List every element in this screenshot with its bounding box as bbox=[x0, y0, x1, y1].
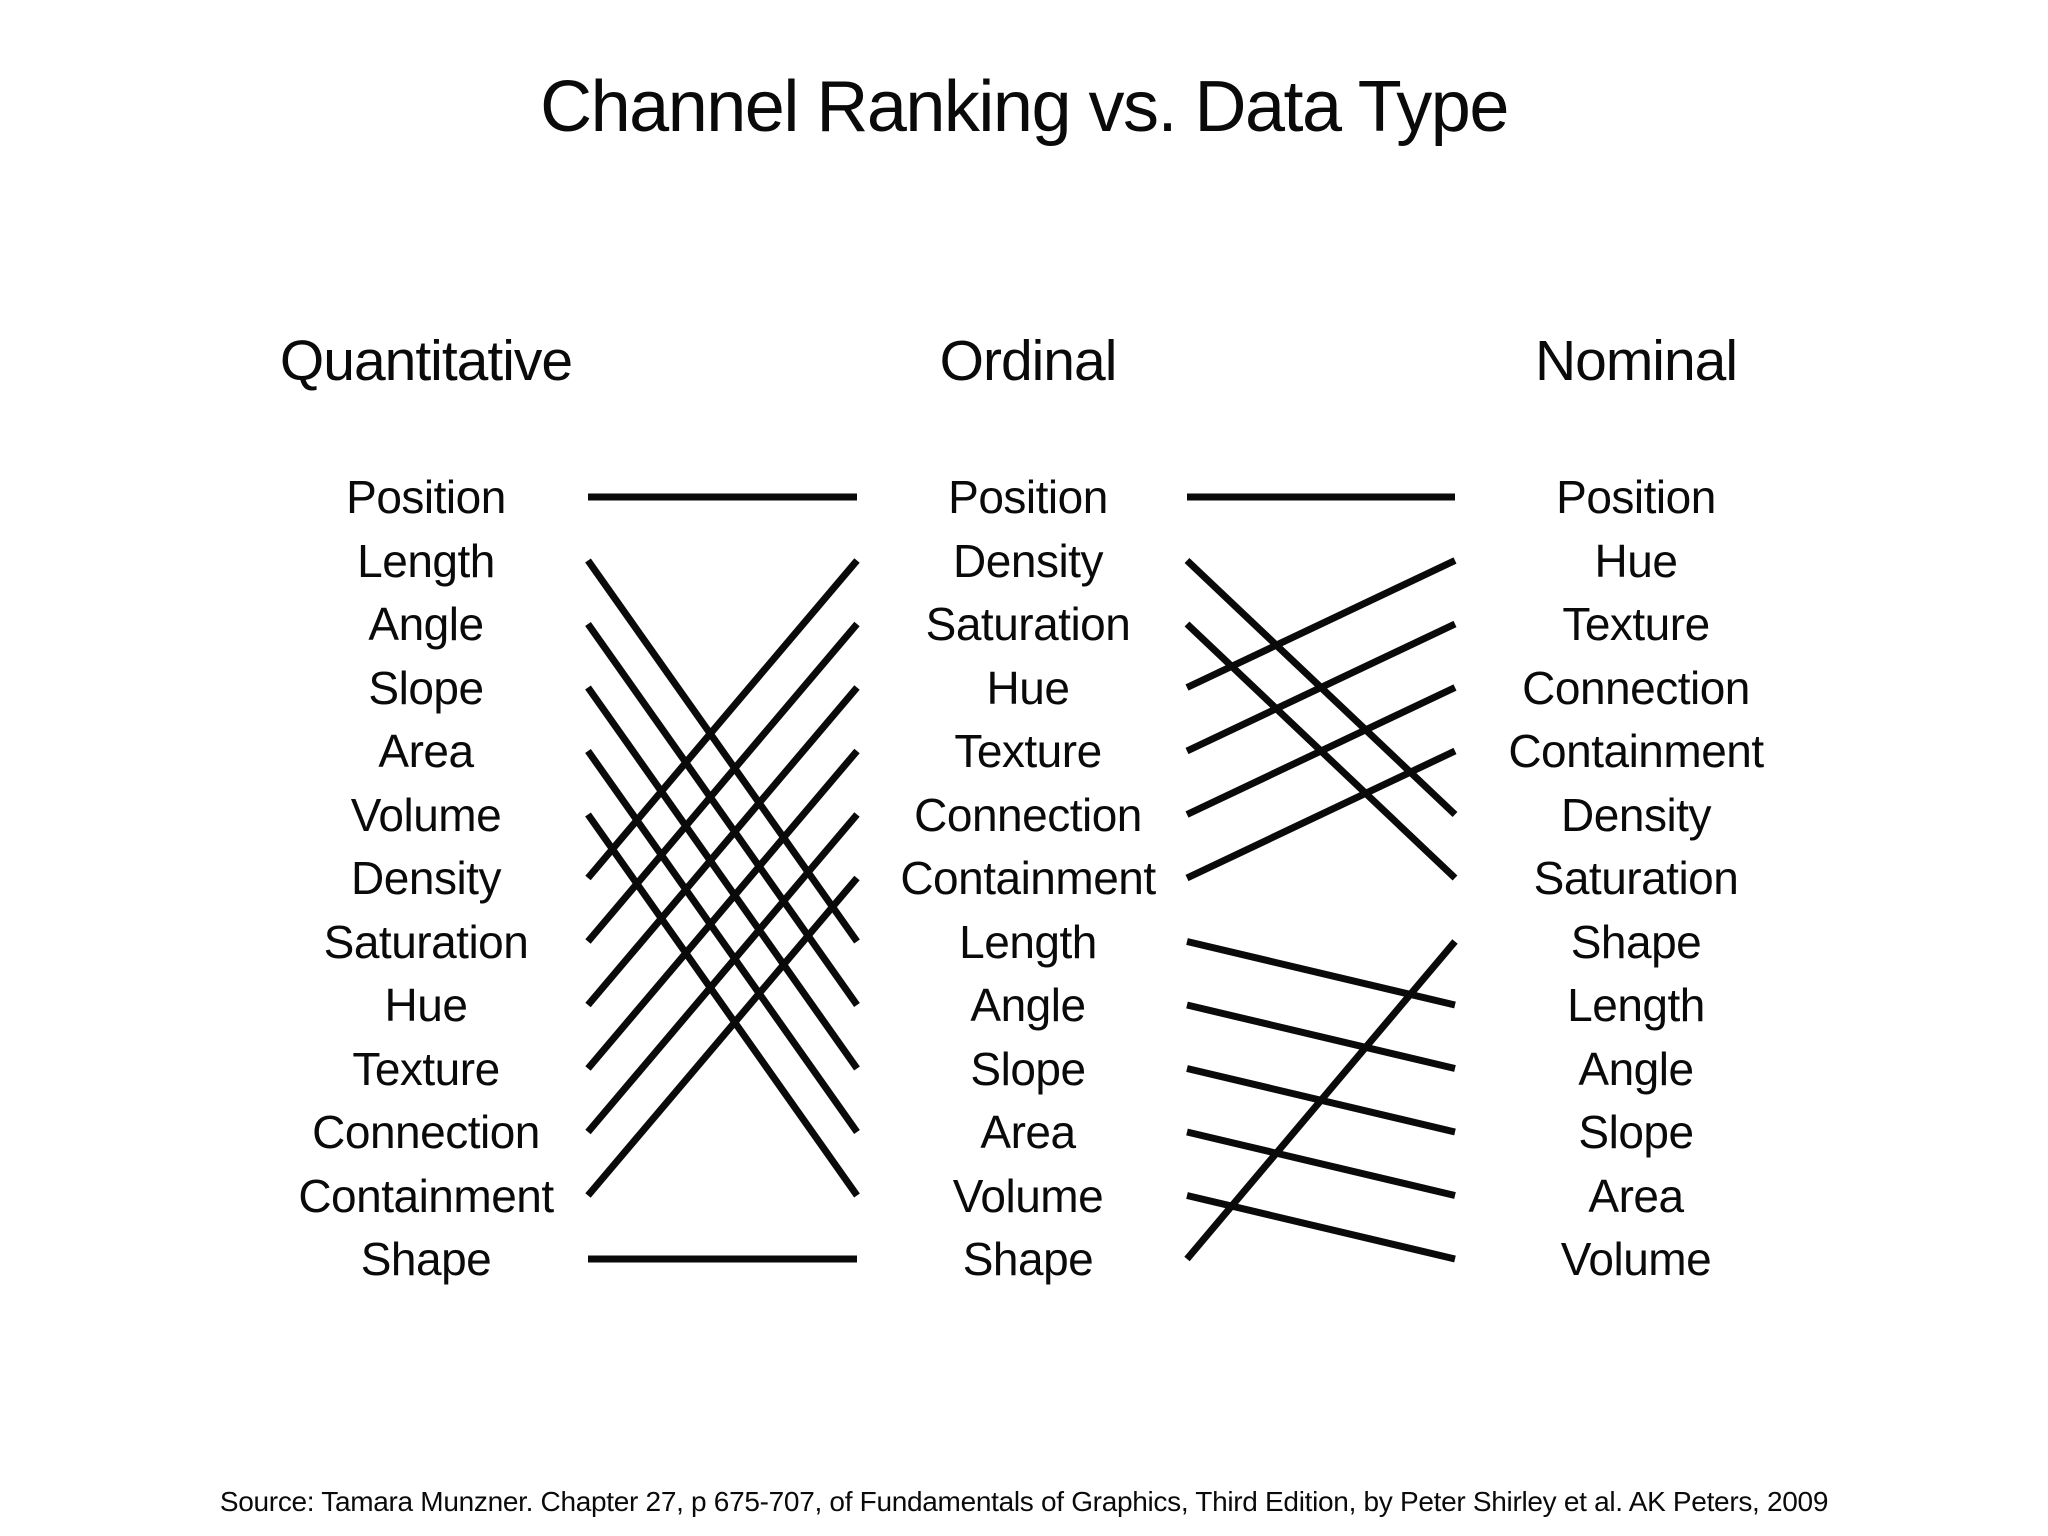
channel-label-nominal-density: Density bbox=[1561, 788, 1711, 841]
channel-label-ordinal-volume: Volume bbox=[952, 1169, 1104, 1222]
channel-label-nominal-length: Length bbox=[1567, 979, 1705, 1031]
connector-line-hue-gap2 bbox=[1185, 557, 1457, 691]
connector-line-texture-gap2 bbox=[1185, 620, 1457, 755]
connector-line-density-gap1 bbox=[585, 558, 860, 881]
channel-label-nominal-containment: Containment bbox=[1508, 725, 1764, 777]
channel-label-nominal-saturation: Saturation bbox=[1533, 852, 1739, 904]
channel-label-ordinal-position: Position bbox=[948, 471, 1108, 523]
channel-label-quantitative-slope: Slope bbox=[368, 661, 484, 714]
connector-line-connection-gap2 bbox=[1185, 684, 1457, 818]
channel-label-nominal-texture: Texture bbox=[1562, 598, 1710, 650]
connector-line-length-gap1 bbox=[585, 558, 860, 944]
channel-label-nominal-area: Area bbox=[1588, 1169, 1684, 1222]
connector-line-containment-gap2 bbox=[1185, 747, 1457, 882]
channel-label-ordinal-density: Density bbox=[953, 534, 1103, 587]
channel-label-ordinal-length: Length bbox=[959, 915, 1097, 968]
channel-label-nominal-volume: Volume bbox=[1560, 1233, 1712, 1285]
channel-label-nominal-angle: Angle bbox=[1578, 1042, 1694, 1095]
column-header-ordinal: Ordinal bbox=[939, 329, 1118, 393]
connector-line-volume-gap2 bbox=[1186, 1192, 1456, 1263]
connector-line-shape-gap2 bbox=[1184, 939, 1458, 1262]
connector-line-connection-gap1 bbox=[585, 812, 860, 1135]
channel-label-quantitative-connection: Connection bbox=[312, 1106, 540, 1158]
channel-label-nominal-slope: Slope bbox=[1578, 1106, 1694, 1158]
connector-line-length-gap2 bbox=[1186, 938, 1456, 1009]
connector-line-angle-gap1 bbox=[585, 621, 860, 1008]
channel-label-ordinal-shape: Shape bbox=[962, 1233, 1094, 1285]
channel-label-quantitative-area: Area bbox=[378, 725, 474, 777]
connector-line-saturation-gap1 bbox=[585, 621, 860, 944]
connector-line-volume-gap1 bbox=[585, 812, 860, 1198]
channel-label-ordinal-area: Area bbox=[980, 1106, 1076, 1158]
channel-label-ordinal-texture: Texture bbox=[954, 725, 1102, 777]
connector-line-area-gap1 bbox=[585, 748, 860, 1135]
connector-line-area-gap2 bbox=[1186, 1128, 1456, 1199]
channel-label-quantitative-saturation: Saturation bbox=[323, 915, 529, 968]
column-header-quantitative: Quantitative bbox=[279, 329, 573, 393]
channel-label-quantitative-containment: Containment bbox=[298, 1169, 554, 1222]
connector-line-containment-gap1 bbox=[585, 875, 860, 1198]
channel-label-quantitative-shape: Shape bbox=[360, 1233, 492, 1285]
channel-label-nominal-connection: Connection bbox=[1522, 661, 1750, 714]
connector-line-angle-gap2 bbox=[1186, 1001, 1456, 1072]
slide-title: Channel Ranking vs. Data Type bbox=[540, 67, 1509, 147]
connector-line-slope-gap1 bbox=[585, 685, 860, 1071]
channel-label-nominal-hue: Hue bbox=[1594, 534, 1678, 587]
channel-label-nominal-shape: Shape bbox=[1570, 915, 1702, 968]
channel-label-ordinal-connection: Connection bbox=[914, 788, 1142, 841]
channel-label-ordinal-containment: Containment bbox=[900, 852, 1156, 904]
channel-label-ordinal-hue: Hue bbox=[986, 661, 1070, 714]
channel-label-ordinal-slope: Slope bbox=[970, 1042, 1086, 1095]
column-header-nominal: Nominal bbox=[1534, 329, 1738, 393]
channel-label-ordinal-saturation: Saturation bbox=[925, 598, 1131, 650]
channel-label-quantitative-hue: Hue bbox=[384, 979, 468, 1031]
connector-line-texture-gap1 bbox=[585, 748, 860, 1071]
channel-label-quantitative-length: Length bbox=[357, 534, 495, 587]
channel-label-quantitative-density: Density bbox=[351, 852, 501, 904]
channel-label-quantitative-position: Position bbox=[346, 471, 506, 523]
source-citation: Source: Tamara Munzner. Chapter 27, p 67… bbox=[219, 1486, 1829, 1517]
channel-label-quantitative-angle: Angle bbox=[368, 598, 484, 650]
channel-label-nominal-position: Position bbox=[1556, 471, 1716, 523]
channel-label-quantitative-texture: Texture bbox=[352, 1042, 500, 1095]
connector-line-hue-gap1 bbox=[585, 685, 860, 1008]
channel-label-ordinal-angle: Angle bbox=[970, 979, 1086, 1031]
channel-label-quantitative-volume: Volume bbox=[350, 788, 502, 841]
